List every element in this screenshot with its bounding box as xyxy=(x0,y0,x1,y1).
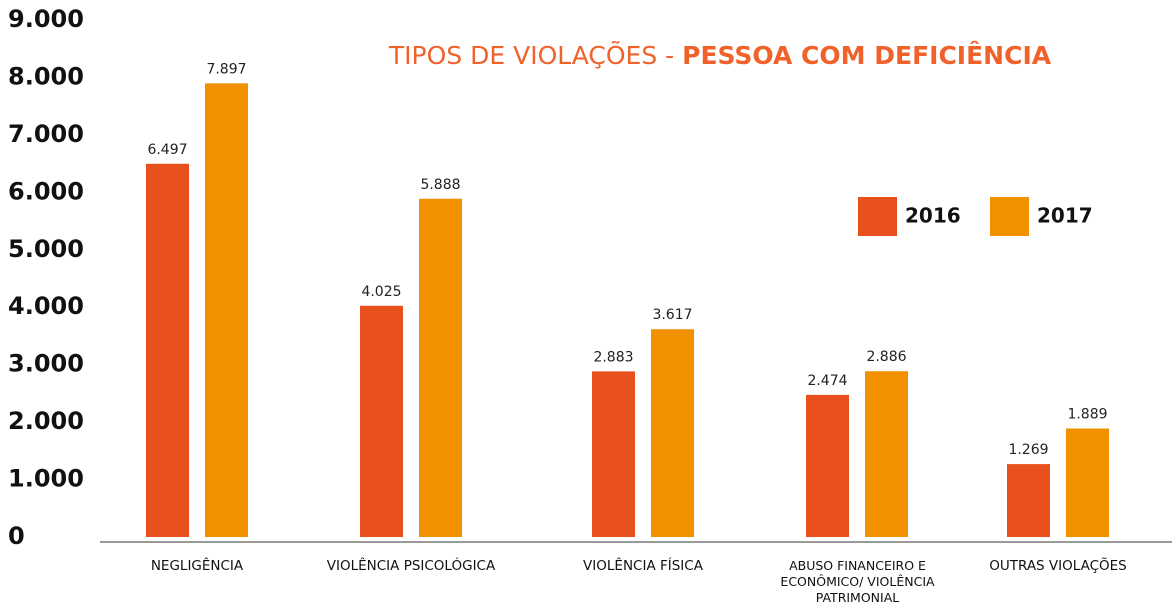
y-tick-label: 1.000 xyxy=(8,465,84,493)
value-label: 5.888 xyxy=(420,177,460,193)
value-label: 1.269 xyxy=(1008,442,1048,458)
legend-label: 2016 xyxy=(905,204,961,228)
title-text: TIPOS DE VIOLAÇÕES - xyxy=(388,40,674,70)
y-tick-label: 6.000 xyxy=(8,177,84,205)
value-label: 2.474 xyxy=(807,373,847,389)
bar xyxy=(1066,428,1109,537)
bar xyxy=(592,371,635,537)
bar xyxy=(1007,464,1050,537)
y-tick-label: 5.000 xyxy=(8,235,84,263)
y-tick-label: 2.000 xyxy=(8,407,84,435)
y-tick-label: 8.000 xyxy=(8,62,84,90)
bar xyxy=(205,83,248,538)
bar xyxy=(865,371,908,537)
y-tick-label: 4.000 xyxy=(8,292,84,320)
x-tick-label: VIOLÊNCIA FÍSICA xyxy=(583,558,703,574)
y-tick-label: 3.000 xyxy=(8,350,84,378)
value-label: 2.883 xyxy=(593,349,633,365)
chart-title: TIPOS DE VIOLAÇÕES - PESSOA COM DEFICIÊN… xyxy=(388,40,1052,70)
x-tick-label: NEGLIGÊNCIA xyxy=(150,558,244,574)
bar xyxy=(146,163,189,537)
value-label: 1.889 xyxy=(1067,406,1107,422)
title-highlight: PESSOA COM DEFICIÊNCIA xyxy=(682,41,1052,70)
value-label: 4.025 xyxy=(361,284,401,300)
value-label: 6.497 xyxy=(147,142,187,158)
bar xyxy=(806,394,849,537)
bar xyxy=(419,198,462,538)
y-tick-label: 7.000 xyxy=(8,120,84,148)
legend-swatch xyxy=(990,197,1029,236)
value-label: 2.886 xyxy=(866,349,906,365)
x-tick-label: OUTRAS VIOLAÇÕES xyxy=(989,558,1127,574)
x-tick-label: ABUSO FINANCEIRO E ECONÔMICO/ VIOLÊNCIA … xyxy=(780,558,935,605)
legend-label: 2017 xyxy=(1037,204,1093,228)
y-tick-label: 9.000 xyxy=(8,5,84,33)
value-label: 7.897 xyxy=(206,61,246,77)
bar xyxy=(360,305,403,537)
bar xyxy=(651,329,694,537)
y-tick-label: 0 xyxy=(8,522,25,550)
x-tick-label: VIOLÊNCIA PSICOLÓGICA xyxy=(326,558,496,574)
value-label: 3.617 xyxy=(652,307,692,323)
legend-swatch xyxy=(858,197,897,236)
